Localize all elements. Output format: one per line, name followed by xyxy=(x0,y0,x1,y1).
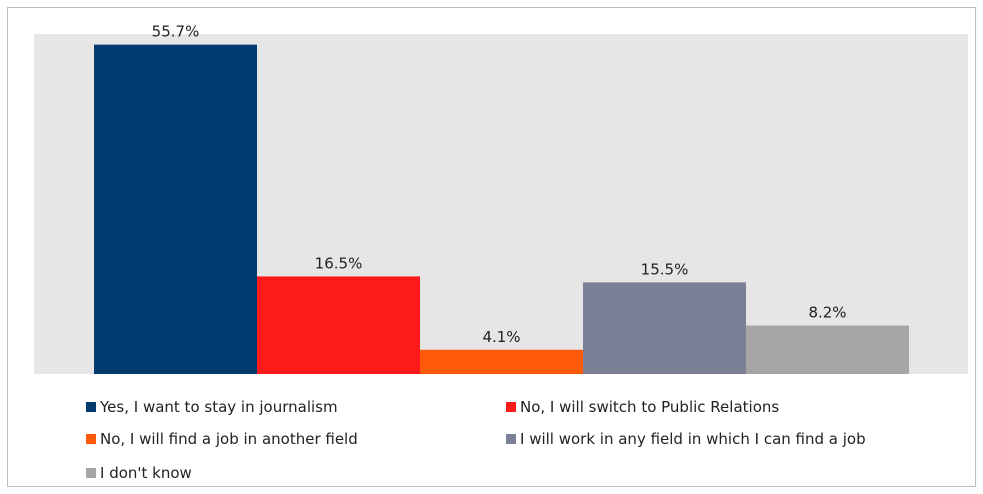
legend-label: No, I will switch to Public Relations xyxy=(520,398,780,416)
data-label: 15.5% xyxy=(641,260,689,278)
legend-label: I don't know xyxy=(100,464,192,482)
bar-stay-journalism xyxy=(94,44,257,374)
chart-frame: 55.7% 16.5% 4.1% 15.5% 8.2% Yes, I want to s… xyxy=(7,7,976,487)
legend-swatch xyxy=(506,402,516,412)
data-labels: 55.7% 16.5% 4.1% 15.5% 8.2% xyxy=(152,23,847,346)
data-label: 4.1% xyxy=(482,328,520,346)
data-label: 55.7% xyxy=(152,23,200,41)
bars xyxy=(94,44,909,374)
legend-item-any-field: I will work in any field in which I can … xyxy=(506,430,866,448)
legend-label: Yes, I want to stay in journalism xyxy=(100,398,338,416)
legend-label: No, I will find a job in another field xyxy=(100,430,358,448)
bar-any-field xyxy=(583,282,746,374)
legend-swatch xyxy=(86,434,96,444)
legend-swatch xyxy=(86,468,96,478)
legend-swatch xyxy=(86,402,96,412)
legend-item-another-field: No, I will find a job in another field xyxy=(86,430,358,448)
legend-item-dont-know: I don't know xyxy=(86,464,192,482)
legend-label: I will work in any field in which I can … xyxy=(520,430,866,448)
legend: Yes, I want to stay in journalism No, I … xyxy=(86,394,966,494)
legend-swatch xyxy=(506,434,516,444)
data-label: 8.2% xyxy=(808,304,846,322)
data-label: 16.5% xyxy=(315,254,363,272)
legend-item-public-relations: No, I will switch to Public Relations xyxy=(506,398,779,416)
bar-public-relations xyxy=(257,276,420,374)
bar-another-field xyxy=(420,349,583,374)
bar-chart: 55.7% 16.5% 4.1% 15.5% 8.2% xyxy=(34,23,968,374)
bar-dont-know xyxy=(746,325,909,374)
legend-item-stay-journalism: Yes, I want to stay in journalism xyxy=(86,398,338,416)
